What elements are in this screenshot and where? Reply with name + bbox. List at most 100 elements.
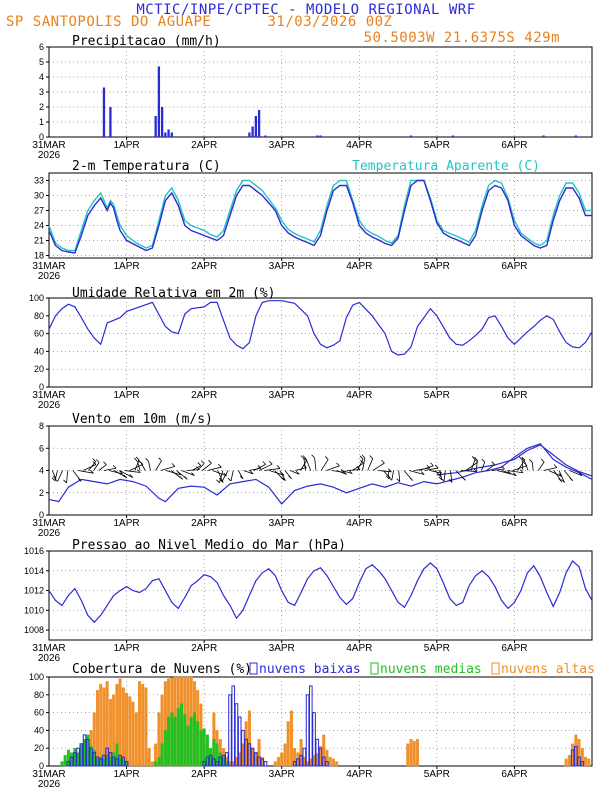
clouds-xtick-year: 2026 (38, 779, 61, 790)
wind-barb (377, 470, 392, 473)
wind-barb (524, 461, 529, 471)
wind-barb (496, 470, 511, 475)
cloud-bar (574, 745, 578, 767)
wind-barb (196, 463, 205, 471)
wind-barb-flag (288, 475, 292, 480)
pressure-title: Pressao ao Nivel Medio do Mar (hPa) (72, 538, 346, 553)
clouds-ytick-label: 40 (34, 725, 44, 735)
pressure-panel: 1008 1010 1012 1014 1016 1APR 2APR 3APR 4APR 5APR… (24, 538, 593, 664)
humidity-ytick-label: 40 (34, 346, 44, 356)
cloud-bar (98, 758, 103, 767)
wind-barb-flag (216, 479, 220, 484)
wind-barb (326, 465, 340, 471)
cloud-bar (567, 755, 571, 767)
humidity-xtick-label: 2APR (191, 390, 217, 401)
precip-xtick-start: 31MAR (32, 140, 65, 151)
precip-bar (160, 107, 164, 137)
wind-barb-flag (512, 472, 517, 476)
wind-barb (303, 458, 307, 471)
cloud-bar (154, 761, 158, 767)
cloud-bar (118, 678, 122, 767)
wind-barb (248, 467, 261, 471)
cloud-bar (202, 728, 206, 767)
cloud-bar (406, 743, 410, 767)
wind-barb-flag (481, 458, 486, 463)
wind-barb-flag (208, 459, 212, 464)
wind-barb (181, 470, 195, 476)
cloud-bar (570, 749, 575, 767)
cloud-bar (276, 756, 280, 767)
wind-barb (253, 464, 266, 471)
cloud-bar (218, 756, 223, 767)
wind-barb (238, 470, 244, 480)
header-run: 31/03/2026 00Z (267, 14, 392, 30)
cloud-bar (125, 692, 129, 767)
precip-bar (251, 126, 254, 137)
wind-barb (521, 459, 524, 471)
cloud-bar (76, 747, 80, 767)
pressure-xtick-year: 2026 (38, 653, 61, 664)
wind-barb-flag (473, 468, 477, 472)
cloud-bar (208, 754, 213, 767)
wind-barb-flag (448, 479, 453, 483)
clouds-ytick-label: 60 (34, 708, 44, 718)
cloud-bar (147, 748, 151, 767)
wind-ytick-label: 0 (39, 510, 44, 520)
clouds-ytick-label: 80 (34, 690, 44, 700)
wind-ytick-label: 8 (39, 421, 44, 431)
wind-barb-flag (438, 476, 442, 481)
cloud-bar (108, 752, 113, 767)
precip-bar (451, 135, 455, 137)
wind-barb (140, 462, 146, 471)
wind-barb-flag (123, 474, 127, 479)
precip-bar (164, 132, 167, 137)
wind-barb-flag (218, 463, 222, 468)
cloud-bar (121, 756, 126, 767)
clouds-xtick-label: 6APR (501, 769, 527, 780)
wind-barb-flag (388, 468, 392, 473)
wind-xtick-label: 1APR (114, 518, 140, 529)
pressure-ytick-label: 1010 (24, 605, 44, 615)
cloud-bar (137, 681, 141, 767)
precip-bar (319, 135, 322, 137)
humidity-xtick-label: 3APR (269, 390, 295, 401)
cloud-bar (95, 756, 100, 767)
temp-xtick-label: 5APR (424, 261, 450, 272)
wind-barb-flag (381, 459, 385, 464)
temp-ytick-label: 18 (34, 251, 44, 261)
wind-barb-flag (420, 471, 425, 475)
cloud-bar (85, 738, 90, 767)
cloud-bar (280, 752, 284, 767)
cloud-bar (60, 761, 64, 767)
wind-barb (103, 467, 117, 471)
cloud-bar (89, 747, 93, 767)
cloud-bar (141, 683, 145, 767)
cloud-bar (196, 721, 200, 767)
wind-barb (264, 468, 281, 471)
wind-barb-flag (133, 457, 138, 462)
wind-barb-flag (282, 477, 286, 481)
wind-barb (507, 470, 524, 474)
wind-barb-flag (578, 472, 583, 476)
precip-bar (167, 129, 170, 137)
wind-barb-flag (223, 472, 227, 477)
wind-barb (481, 461, 486, 471)
wind-barb (419, 465, 434, 471)
wind-barb-flag (474, 456, 478, 461)
cloud-bar (234, 703, 239, 767)
precip-bar (102, 87, 106, 137)
wind-barb (391, 470, 394, 481)
precip-frame (48, 46, 593, 138)
precip-ytick-label: 1 (39, 117, 44, 127)
temp-ytick-label: 30 (34, 191, 44, 201)
cloud-bar (82, 734, 87, 767)
wind-barb (230, 470, 234, 482)
pressure-ytick-label: 1016 (24, 546, 44, 556)
temp-ytick-label: 24 (34, 221, 44, 231)
wind-barb-flag (491, 461, 495, 465)
wind-barb (212, 470, 227, 477)
cloud-bar (157, 756, 161, 767)
wind-barb (279, 470, 286, 481)
humidity-xtick-label: 5APR (424, 390, 450, 401)
